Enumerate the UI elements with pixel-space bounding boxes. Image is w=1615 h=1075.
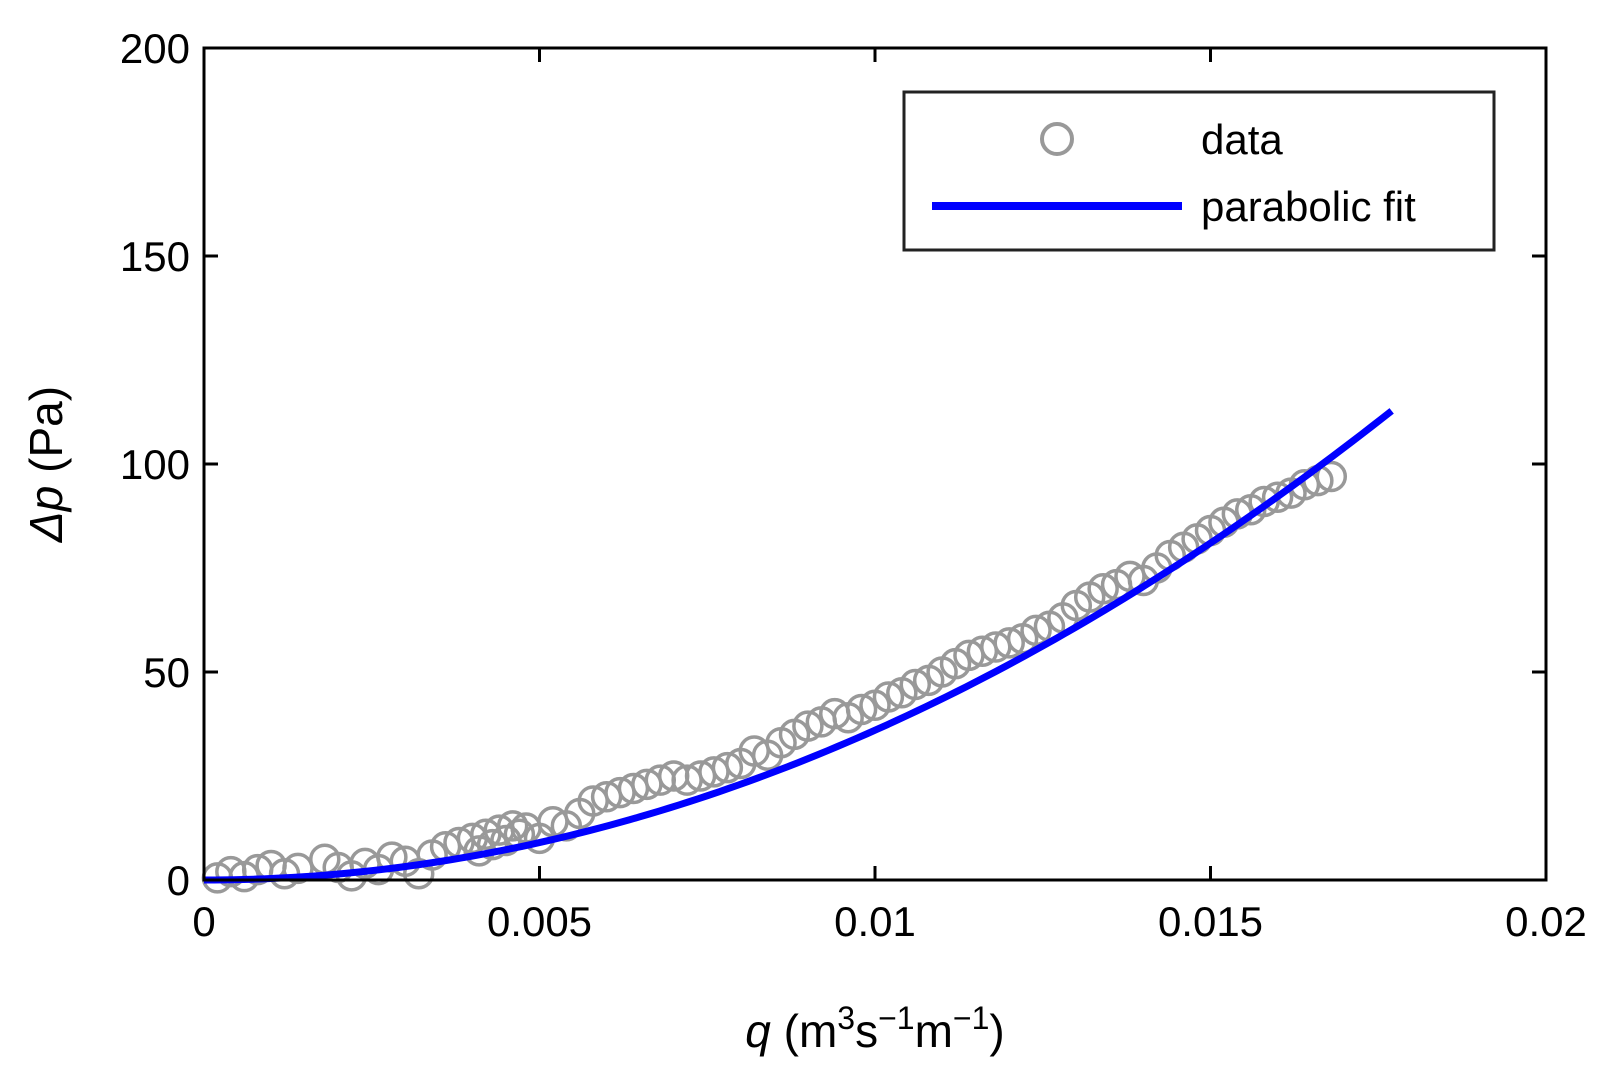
legend-data-marker <box>1040 122 1074 156</box>
data-point <box>1087 573 1119 605</box>
data-point <box>845 693 878 726</box>
legend-data-label: data <box>1201 116 1283 163</box>
x-tick-label: 0.005 <box>487 898 592 945</box>
data-point <box>476 828 509 861</box>
y-tick-label: 100 <box>120 441 190 488</box>
data-point <box>1020 614 1052 647</box>
x-ticks: 0 0.005 0.01 0.015 0.02 <box>192 48 1587 945</box>
data-point <box>899 668 932 701</box>
data-point <box>282 852 314 885</box>
y-ticks: 0 50 100 150 200 <box>120 25 1546 904</box>
data-point <box>1315 460 1348 493</box>
y-tick-label: 50 <box>143 649 190 696</box>
x-tick-label: 0 <box>192 898 215 945</box>
legend: data parabolic fit <box>902 90 1496 252</box>
legend-fit-label: parabolic fit <box>1201 183 1416 230</box>
data-point <box>711 751 744 784</box>
legend-box <box>902 90 1496 252</box>
y-axis-label: Δp (Pa) <box>20 386 72 543</box>
x-tick-label: 0.02 <box>1505 898 1587 945</box>
fit-layer <box>203 408 1394 884</box>
x-tick-label: 0.01 <box>834 898 916 945</box>
y-tick-label: 0 <box>167 857 190 904</box>
y-tick-label: 200 <box>120 25 190 72</box>
data-point <box>872 681 905 713</box>
parabolic-fit-line <box>203 408 1394 884</box>
y-tick-label: 150 <box>120 233 190 280</box>
data-point <box>1261 481 1294 514</box>
data-point <box>792 710 824 742</box>
data-point <box>496 810 529 842</box>
x-axis-label: q (m3s−1m−1) <box>745 1000 1004 1057</box>
x-tick-label: 0.015 <box>1158 898 1263 945</box>
data-point <box>993 627 1025 659</box>
